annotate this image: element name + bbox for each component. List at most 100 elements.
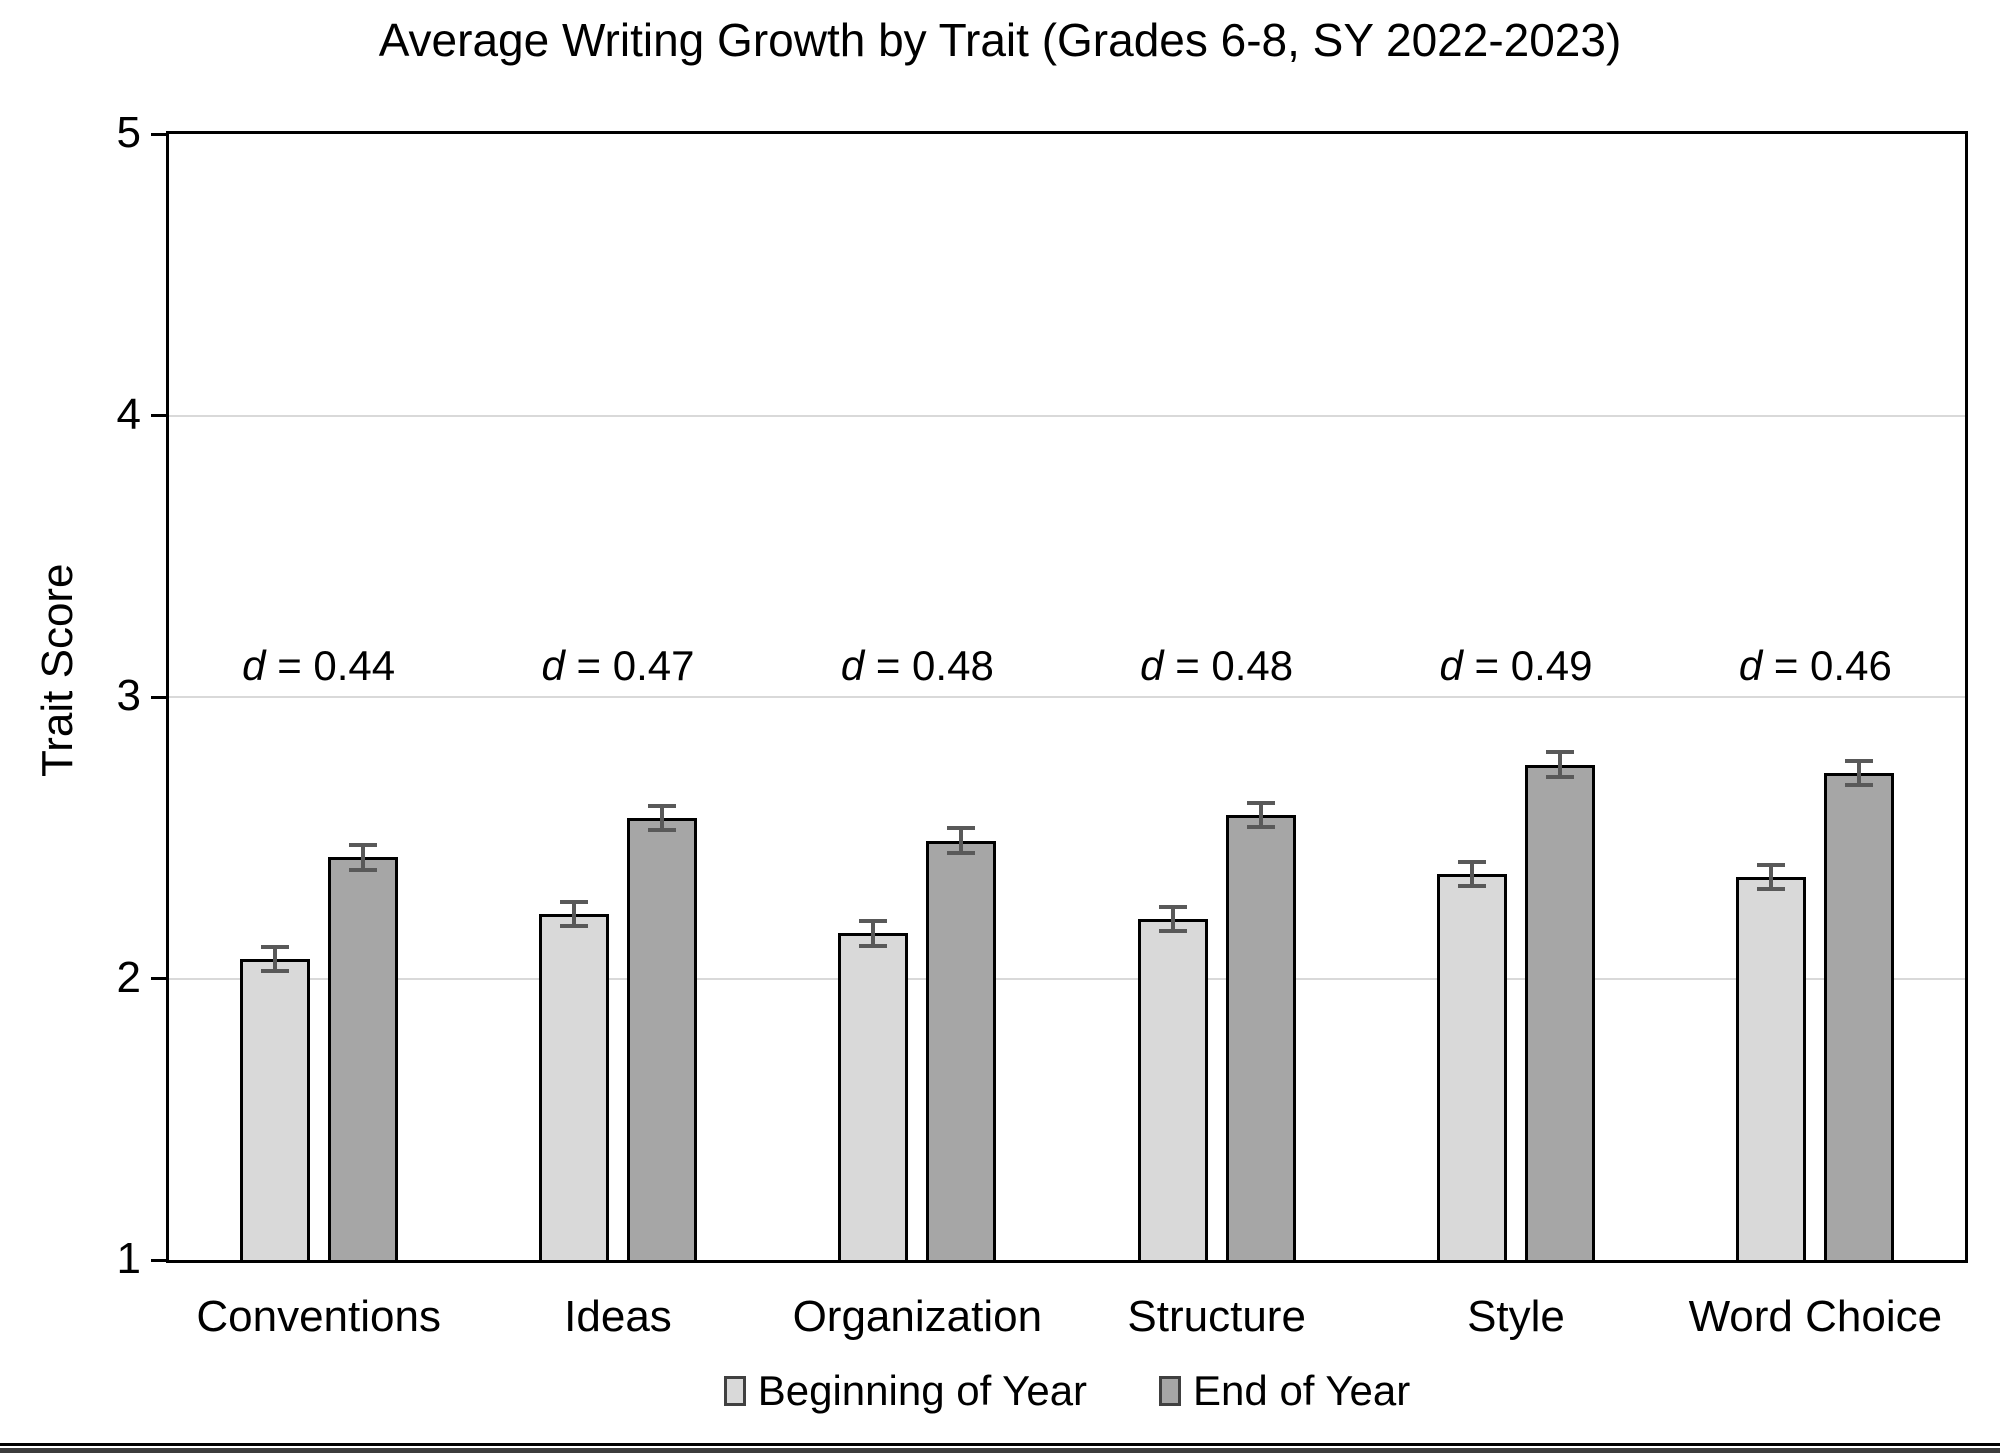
error-bar-stem [1170, 905, 1175, 934]
chart-title: Average Writing Growth by Trait (Grades … [378, 14, 1622, 66]
bar-group-structure: d = 0.48 [1067, 134, 1366, 1260]
legend: Beginning of Year End of Year [166, 1368, 1968, 1414]
eoy-bar-ideas [626, 818, 697, 1260]
error-bar [559, 899, 588, 928]
eoy-bar-word-choice [1824, 773, 1895, 1260]
legend-label: Beginning of Year [757, 1367, 1088, 1414]
gridline-3 [169, 696, 1965, 698]
effect-size-label-ideas: d = 0.47 [541, 642, 695, 690]
error-bar [1158, 905, 1187, 934]
error-bar-cap-bottom [1757, 887, 1786, 892]
gridline-2 [169, 977, 1965, 980]
x-tick-label-conventions: Conventions [196, 1292, 441, 1341]
legend-swatch [723, 1376, 746, 1406]
legend-label: End of Year [1193, 1367, 1411, 1414]
bar-group-organization: d = 0.48 [768, 134, 1067, 1260]
error-bar-cap-top [947, 826, 976, 831]
error-bar-cap-bottom [947, 850, 976, 855]
eoy-bar-structure [1225, 815, 1296, 1260]
error-bar-stem [1469, 860, 1474, 889]
y-tick-label-1: 1 [116, 1234, 141, 1283]
y-tick-label-4: 4 [116, 389, 141, 439]
effect-size-label-conventions: d = 0.44 [242, 642, 396, 690]
error-bar-stem [959, 826, 964, 855]
error-bar-stem [1857, 758, 1862, 788]
boy-bar-ideas [538, 913, 609, 1260]
bottom-edge-bar [0, 1448, 2000, 1453]
eoy-bar-style [1524, 764, 1595, 1260]
effect-size-label-organization: d = 0.48 [840, 642, 994, 690]
boy-bar-style [1436, 874, 1507, 1260]
gridline-4 [169, 414, 1965, 417]
error-bar-cap-bottom [1246, 825, 1275, 830]
legend-swatch [1159, 1376, 1182, 1406]
error-bar-cap-bottom [1158, 929, 1187, 934]
error-bar [647, 803, 676, 833]
error-bar-cap-top [1246, 801, 1275, 806]
y-tick-3 [151, 695, 166, 699]
error-bar-stem [1769, 863, 1774, 892]
window-bottom-edge [0, 1443, 2000, 1453]
error-bar [260, 944, 289, 973]
error-bar-cap-top [1757, 863, 1786, 868]
error-bar [859, 919, 888, 948]
bar-group-conventions: d = 0.44 [169, 134, 468, 1260]
eoy-bar-organization [926, 840, 997, 1260]
error-bar-cap-top [859, 919, 888, 924]
error-bar-stem [571, 899, 576, 928]
error-bar-stem [871, 919, 876, 948]
y-tick-4 [151, 414, 166, 417]
y-tick-label-2: 2 [116, 952, 141, 1002]
error-bar-cap-top [1845, 758, 1874, 763]
plot-area: d = 0.44 d = 0.47 d = 0.48 d = 0.48 d = 0.49… [166, 131, 1968, 1263]
error-bar-cap-bottom [1457, 884, 1486, 889]
error-bar [1457, 860, 1486, 889]
bar-group-style: d = 0.49 [1366, 134, 1665, 1260]
y-tick-2 [151, 977, 166, 980]
y-tick-1 [151, 1258, 166, 1262]
error-bar [1757, 863, 1786, 892]
error-bar-cap-bottom [1545, 774, 1574, 779]
legend-item-end-of-year: End of Year [1159, 1368, 1410, 1414]
error-bar-cap-top [1457, 860, 1486, 865]
error-bar-cap-top [1158, 905, 1187, 910]
y-tick-label-5: 5 [116, 108, 141, 157]
effect-size-label-style: d = 0.49 [1439, 642, 1593, 690]
x-tick-label-ideas: Ideas [564, 1292, 672, 1341]
boy-bar-organization [838, 933, 909, 1260]
boy-bar-conventions [239, 958, 310, 1260]
y-tick-5 [151, 132, 166, 136]
x-tick-label-style: Style [1467, 1292, 1565, 1341]
effect-size-label-word-choice: d = 0.46 [1738, 642, 1892, 690]
error-bar [1246, 801, 1275, 830]
error-bar-stem [1258, 801, 1263, 830]
error-bar-cap-top [1545, 750, 1574, 755]
error-bar [1545, 750, 1574, 779]
error-bar-cap-bottom [859, 943, 888, 948]
bar-group-word-choice: d = 0.46 [1666, 134, 1965, 1260]
error-bar-cap-top [559, 899, 588, 904]
boy-bar-structure [1137, 919, 1208, 1260]
error-bar-cap-bottom [348, 867, 377, 872]
bar-group-ideas: d = 0.47 [468, 134, 767, 1260]
error-bar-cap-top [260, 944, 289, 949]
error-bar-cap-bottom [1845, 783, 1874, 788]
error-bar-cap-bottom [647, 828, 676, 833]
error-bar-stem [272, 944, 277, 973]
error-bar-cap-bottom [559, 923, 588, 928]
error-bar-stem [659, 803, 664, 833]
y-tick-label-3: 3 [116, 671, 141, 720]
error-bar [947, 826, 976, 855]
error-bar [1845, 758, 1874, 788]
boy-bar-word-choice [1736, 877, 1807, 1260]
x-tick-label-word-choice: Word Choice [1688, 1292, 1943, 1341]
effect-size-label-structure: d = 0.48 [1140, 642, 1294, 690]
error-bar-stem [360, 843, 365, 872]
error-bar [348, 843, 377, 872]
x-tick-label-structure: Structure [1127, 1292, 1306, 1341]
x-tick-label-organization: Organization [792, 1292, 1043, 1341]
error-bar-cap-top [647, 803, 676, 808]
eoy-bar-conventions [327, 857, 398, 1260]
error-bar-cap-top [348, 843, 377, 848]
